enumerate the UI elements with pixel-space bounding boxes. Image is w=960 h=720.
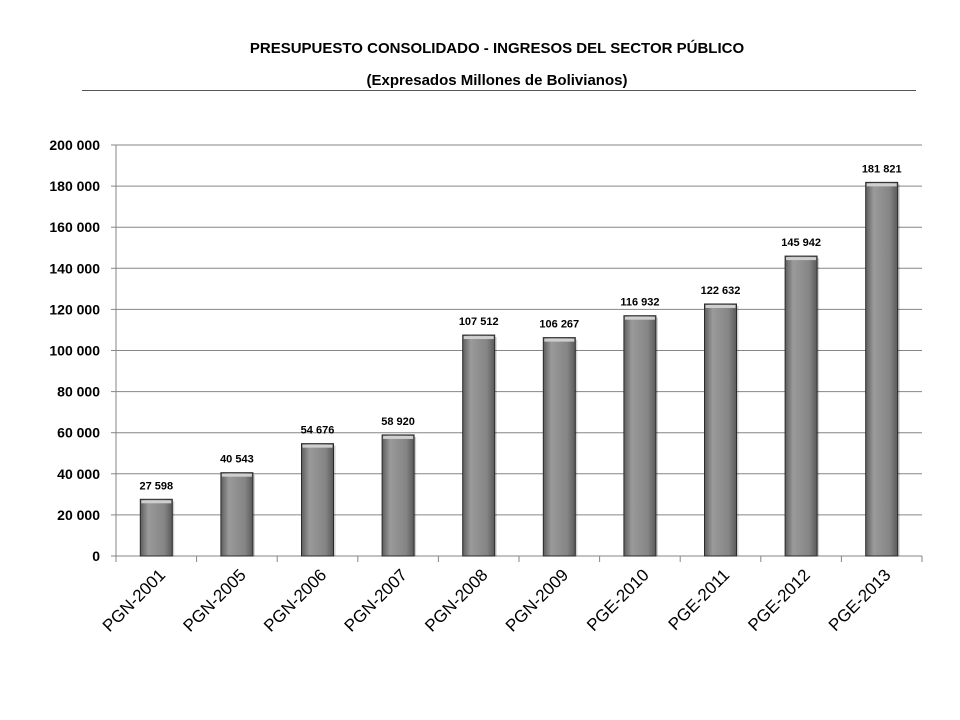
bar-highlight [866,183,897,187]
y-tick-label: 200 000 [49,137,100,153]
bar [704,303,737,557]
bar [139,498,173,557]
data-label: 181 821 [862,163,902,175]
data-label: 27 598 [139,480,173,492]
y-tick-label: 60 000 [57,425,100,441]
x-tick-label: PGE-2013 [825,565,895,635]
bar-highlight [705,304,736,308]
bar-highlight [624,316,655,320]
data-label: 116 932 [620,297,659,309]
bar [784,255,818,557]
x-tick-label: PGN-2005 [179,565,249,635]
y-tick-label: 140 000 [49,260,100,276]
bar [542,337,576,557]
bar-highlight [544,338,575,342]
bar [462,334,496,557]
y-tick-label: 120 000 [49,301,100,317]
data-label: 122 632 [701,285,741,297]
chart-subtitle: (Expresados Millones de Bolivianos) [366,72,628,89]
bar [220,472,254,557]
bar-highlight [383,435,414,439]
x-tick-label: PGN-2008 [421,565,491,635]
bar [381,434,415,557]
data-labels: 27 598 40 543 54 676 58 920 107 512 106 267 11… [139,163,901,492]
y-tick-label: 100 000 [49,343,100,359]
bar [301,443,334,557]
x-tick-label: PGN-2009 [502,565,572,635]
y-axis-ticks: 0 20 000 40 000 60 000 80 000 100 000 120 000 1… [49,137,100,564]
data-label: 40 543 [220,454,254,466]
bar [623,315,657,557]
y-tick-label: 160 000 [49,219,100,235]
data-label: 54 676 [301,425,335,437]
x-tick-label: PGE-2010 [583,565,653,635]
bar [865,181,899,557]
title-underline [82,90,916,91]
data-label: 58 920 [381,416,415,428]
x-tick-label: PGN-2006 [260,565,330,635]
data-label: 107 512 [459,316,499,328]
x-tick-label: PGN-2007 [341,565,411,635]
bar-highlight [141,500,172,504]
bar-highlight [221,473,252,477]
x-tick-label: PGE-2011 [665,565,734,634]
bars [139,181,900,557]
data-label: 145 942 [781,237,821,249]
y-tick-label: 80 000 [57,384,100,400]
chart-title: PRESUPUESTO CONSOLIDADO - INGRESOS DEL S… [249,40,745,57]
data-label: 106 267 [539,319,579,331]
bar-highlight [786,257,817,261]
y-tick-label: 20 000 [57,507,100,523]
y-tick-label: 40 000 [57,466,100,482]
x-tick-label: PGN-2001 [99,565,169,635]
x-tick-label: PGE-2012 [744,565,814,635]
x-axis-ticks: PGN-2001 PGN-2005 PGN-2006 PGN-2007 PGN-2008… [99,565,895,635]
y-tick-label: 180 000 [49,178,100,194]
bar-highlight [302,444,333,448]
bar-highlight [463,336,494,340]
y-tick-label: 0 [92,548,100,564]
